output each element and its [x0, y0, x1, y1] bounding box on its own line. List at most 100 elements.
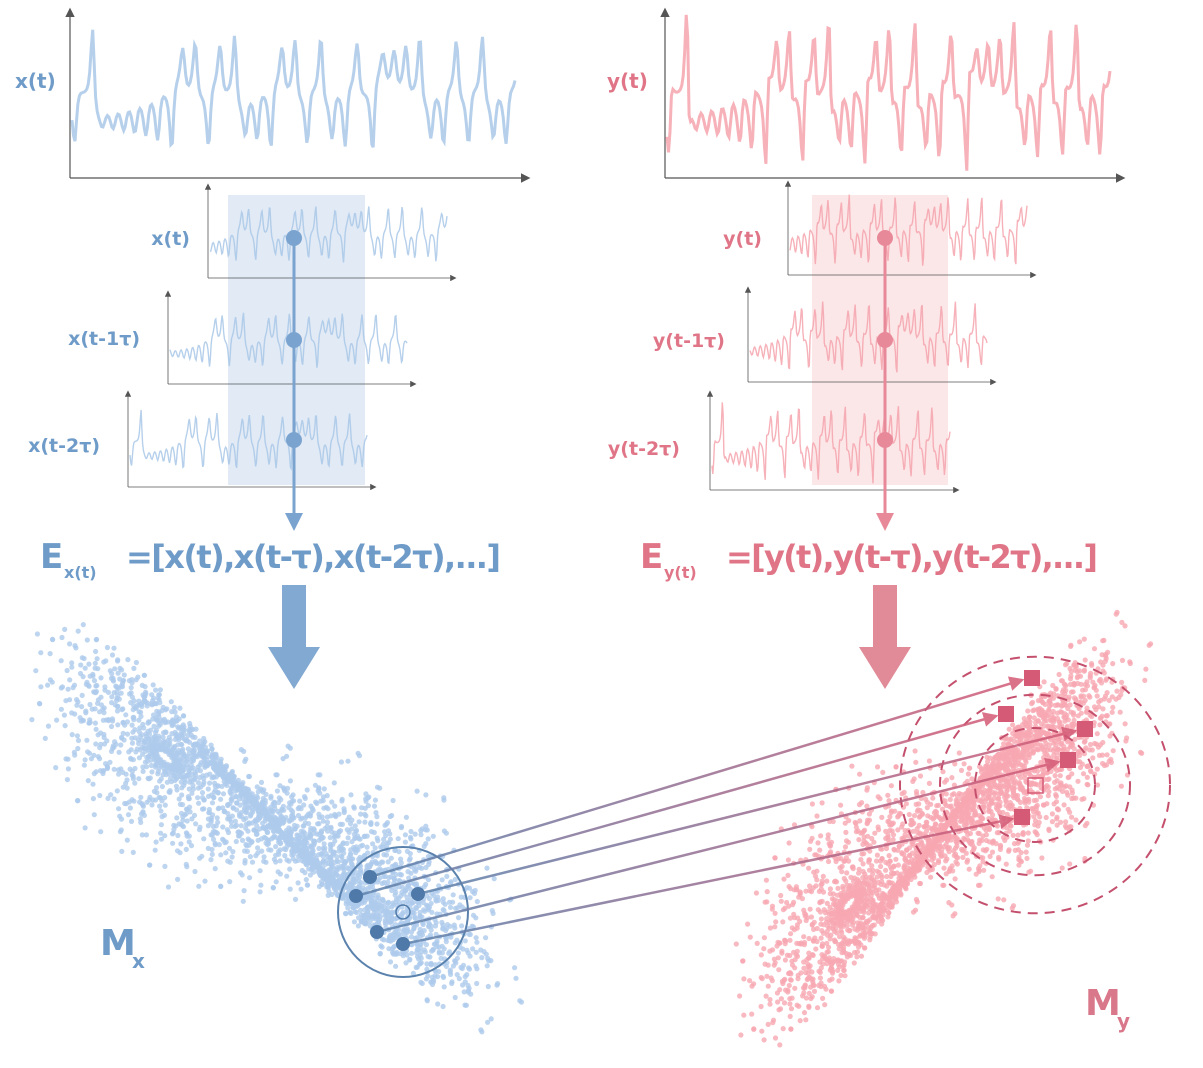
manifold-point	[1143, 667, 1148, 672]
manifold-point	[815, 1005, 820, 1010]
manifold-point	[332, 780, 337, 785]
manifold-point	[844, 870, 849, 875]
manifold-point	[1069, 771, 1074, 776]
manifold-point	[271, 809, 276, 814]
manifold-point	[427, 954, 432, 959]
manifold-point	[470, 946, 475, 951]
manifold-point	[98, 829, 103, 834]
manifold-point	[857, 867, 862, 872]
manifold-point	[928, 875, 933, 880]
manifold-point	[63, 723, 68, 728]
manifold-point	[1068, 702, 1073, 707]
manifold-point	[1065, 793, 1070, 798]
manifold-point	[281, 808, 286, 813]
manifold-point	[949, 775, 954, 780]
manifold-point	[801, 934, 806, 939]
manifold-point	[858, 857, 863, 862]
manifold-point	[229, 824, 234, 829]
manifold-point	[893, 857, 898, 862]
manifold-point	[115, 657, 120, 662]
manifold-point	[255, 845, 260, 850]
manifold-point	[1074, 664, 1079, 669]
manifold-point	[129, 690, 134, 695]
manifold-point	[172, 705, 177, 710]
manifold-point	[913, 760, 918, 765]
manifold-point	[119, 707, 124, 712]
manifold-point	[863, 840, 868, 845]
manifold-point	[1060, 865, 1065, 870]
manifold-point	[1088, 671, 1093, 676]
manifold-point	[48, 677, 53, 682]
manifold-point	[940, 769, 945, 774]
manifold-point	[1072, 695, 1077, 700]
manifold-point	[93, 661, 98, 666]
manifold-point	[208, 857, 213, 862]
manifold-point	[810, 994, 815, 999]
manifold-point	[474, 940, 479, 945]
manifold-point	[215, 815, 220, 820]
manifold-point	[177, 706, 182, 711]
manifold-point	[818, 975, 823, 980]
manifold-point	[115, 788, 120, 793]
manifold-point	[426, 877, 431, 882]
manifold-point	[1016, 833, 1021, 838]
manifold-point	[180, 749, 185, 754]
manifold-point	[181, 783, 186, 788]
manifold-point	[808, 907, 813, 912]
manifold-point	[996, 795, 1001, 800]
manifold-point	[399, 824, 404, 829]
manifold-point	[784, 900, 789, 905]
manifold-point	[187, 839, 192, 844]
manifold-point	[806, 1005, 811, 1010]
manifold-point	[485, 963, 490, 968]
manifold-point	[156, 724, 161, 729]
manifold-point	[947, 845, 952, 850]
manifold-point	[244, 822, 249, 827]
manifold-point	[368, 822, 373, 827]
manifold-point	[1069, 815, 1074, 820]
manifold-point	[168, 738, 173, 743]
manifold-point	[170, 831, 175, 836]
manifold-point	[884, 874, 889, 879]
manifold-point	[492, 876, 497, 881]
manifold-point	[362, 820, 367, 825]
manifold-point	[210, 800, 215, 805]
manifold-point	[938, 844, 943, 849]
manifold-point	[359, 919, 364, 924]
manifold-point	[131, 666, 136, 671]
manifold-point	[843, 830, 848, 835]
manifold-point	[285, 791, 290, 796]
manifold-point	[1031, 814, 1036, 819]
manifold-point	[247, 875, 252, 880]
manifold-point	[154, 790, 159, 795]
manifold-point	[825, 929, 830, 934]
manifold-point	[896, 863, 901, 868]
manifold-point	[1037, 820, 1042, 825]
manifold-point	[80, 693, 85, 698]
manifold-point	[1077, 639, 1082, 644]
manifold-point	[475, 899, 480, 904]
manifold-point	[1110, 705, 1115, 710]
manifold-point	[273, 844, 278, 849]
manifold-point	[759, 1029, 764, 1034]
manifold-point	[764, 878, 769, 883]
manifold-point	[81, 622, 86, 627]
manifold-point	[754, 890, 759, 895]
manifold-point	[1090, 747, 1095, 752]
manifold-point	[875, 874, 880, 879]
manifold-point	[813, 946, 818, 951]
manifold-point	[160, 814, 165, 819]
manifold-point	[79, 704, 84, 709]
manifold-point	[868, 889, 873, 894]
manifold-point	[876, 824, 881, 829]
manifold-point	[924, 870, 929, 875]
manifold-point	[365, 834, 370, 839]
manifold-point	[385, 880, 390, 885]
manifold-point	[339, 759, 344, 764]
manifold-point	[72, 711, 77, 716]
manifold-point	[408, 836, 413, 841]
manifold-point	[1098, 716, 1103, 721]
manifold-point	[877, 870, 882, 875]
manifold-point	[869, 863, 874, 868]
manifold-point	[346, 866, 351, 871]
